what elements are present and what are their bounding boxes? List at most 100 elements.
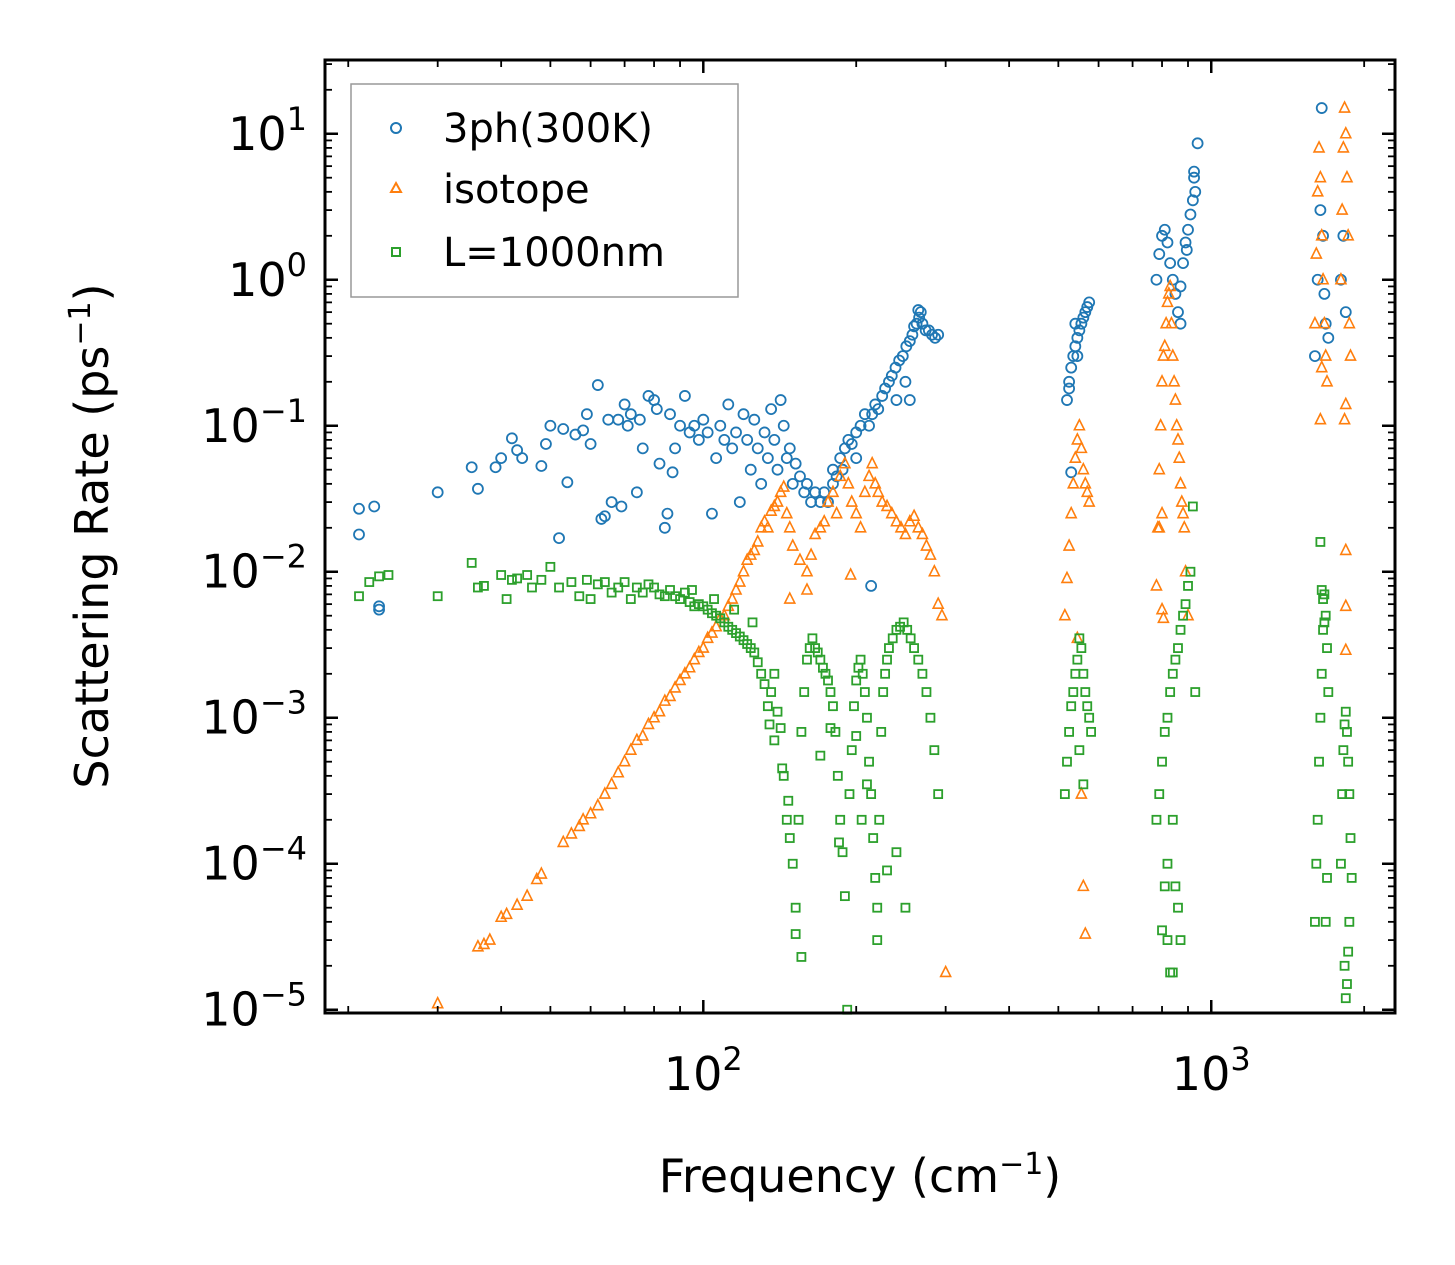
data-point: [1316, 585, 1327, 595]
data-point: [862, 712, 872, 723]
data-point: [1339, 306, 1352, 319]
data-point: [921, 687, 932, 697]
data-point: [874, 814, 885, 825]
data-point: [786, 538, 800, 551]
data-point: [1066, 701, 1077, 712]
data-point: [890, 513, 903, 527]
data-point: [687, 651, 701, 665]
data-point: [1345, 833, 1356, 843]
data-point: [701, 426, 714, 439]
data-point: [1178, 610, 1188, 621]
data-point: [916, 526, 929, 540]
data-point: [907, 508, 921, 522]
data-point: [1083, 296, 1096, 309]
data-point: [584, 805, 597, 819]
data-point: [697, 413, 710, 426]
data-point: [1077, 461, 1090, 475]
data-point: [777, 479, 791, 492]
data-point: [1165, 687, 1176, 697]
data-point: [1065, 466, 1078, 479]
data-point: [1077, 878, 1090, 892]
data-point: [506, 432, 518, 445]
legend-label-boundary: L=1000nm: [443, 230, 665, 276]
axis-ticks: [325, 60, 1395, 1013]
data-point: [670, 591, 680, 602]
y-tick-label: 10−2: [201, 538, 307, 599]
data-point: [769, 735, 780, 746]
data-point: [1157, 925, 1167, 936]
data-point: [1167, 814, 1178, 825]
data-point: [1167, 374, 1181, 387]
data-point: [1342, 726, 1352, 737]
data-point: [373, 600, 385, 613]
data-point: [929, 745, 940, 756]
data-point: [668, 680, 682, 693]
data-point: [1315, 228, 1329, 241]
data-point: [1339, 642, 1353, 656]
data-point: [1312, 140, 1326, 153]
data-point: [815, 750, 826, 761]
data-point: [591, 797, 605, 811]
data-point: [642, 716, 655, 730]
data-point: [687, 585, 697, 595]
data-point: [1150, 273, 1163, 286]
data-point: [1174, 317, 1187, 330]
data-point: [1334, 271, 1348, 285]
data-point: [879, 382, 892, 395]
data-point: [804, 547, 818, 560]
legend-marker-boundary: [391, 247, 401, 257]
data-point: [494, 909, 508, 923]
data-point: [935, 607, 949, 621]
data-point: [1315, 359, 1329, 373]
data-point: [835, 814, 846, 825]
data-point: [612, 413, 625, 426]
data-point: [710, 452, 723, 465]
data-point: [814, 520, 827, 533]
y-tick-label: 10−4: [201, 830, 307, 891]
data-point: [1069, 450, 1082, 463]
data-point: [1339, 542, 1353, 556]
data-point: [1062, 756, 1072, 767]
data-point: [473, 582, 483, 593]
data-point: [889, 361, 902, 374]
data-point: [747, 542, 761, 556]
data-point: [1079, 476, 1092, 489]
data-point: [1172, 306, 1184, 319]
data-point: [868, 833, 879, 843]
data-point: [633, 413, 646, 426]
data-point: [834, 837, 844, 848]
data-point: [1154, 789, 1165, 799]
data-point: [933, 789, 944, 799]
data-point: [1322, 872, 1332, 883]
data-point: [856, 814, 867, 825]
data-point: [706, 507, 718, 520]
data-point: [872, 902, 883, 913]
data-point: [862, 779, 872, 790]
data-point: [649, 582, 659, 593]
data-point: [1157, 348, 1170, 361]
data-point: [857, 668, 868, 679]
data-point: [828, 701, 838, 712]
data-point: [851, 731, 862, 741]
data-point: [1312, 814, 1323, 825]
data-point: [761, 452, 774, 465]
data-point: [1158, 338, 1172, 352]
data-point: [1166, 348, 1180, 361]
data-point: [605, 496, 618, 508]
data-point: [1161, 236, 1174, 249]
data-point: [1315, 537, 1326, 547]
data-point: [846, 745, 857, 756]
data-point: [1163, 278, 1177, 292]
data-point: [1314, 411, 1327, 425]
data-point: [1152, 461, 1166, 475]
legend: 3ph(300K) isotope L=1000nm: [350, 83, 739, 298]
data-point: [1155, 374, 1169, 387]
data-point: [783, 591, 797, 604]
data-point: [903, 394, 916, 406]
data-point: [647, 709, 661, 723]
data-point: [1339, 125, 1353, 139]
data-point: [722, 398, 735, 411]
data-point: [1185, 566, 1196, 577]
data-point: [733, 574, 747, 587]
data-point: [1072, 654, 1083, 665]
